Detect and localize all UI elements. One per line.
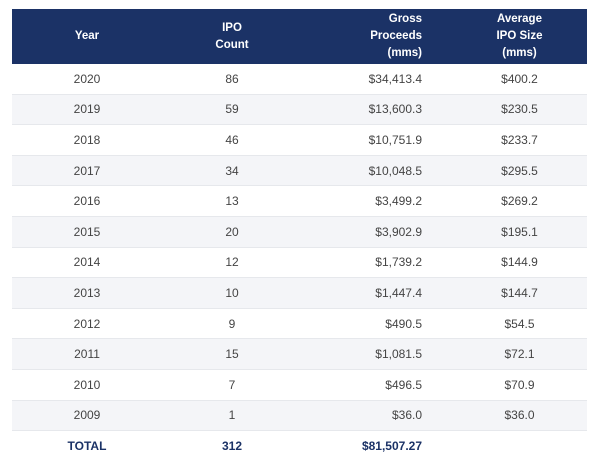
year-cell: 2010 bbox=[12, 369, 162, 401]
ipo-count-cell: 20 bbox=[162, 216, 302, 248]
average-ipo-size-cell: $72.1 bbox=[452, 338, 587, 370]
total-average-ipo-size-cell bbox=[452, 430, 587, 461]
ipo-count-cell: 34 bbox=[162, 155, 302, 187]
table-row: 2014 12 $1,739.2 $144.9 bbox=[12, 247, 587, 279]
year-cell: 2014 bbox=[12, 247, 162, 279]
table-body: 2020 86 $34,413.4 $400.2 2019 59 $13,600.3 $230… bbox=[12, 64, 587, 432]
ipo-table-container: Year IPO Count Gross Proceeds (mms) Average IPO… bbox=[12, 9, 587, 454]
gross-proceeds-cell: $1,447.4 bbox=[302, 277, 452, 309]
average-ipo-size-cell: $70.9 bbox=[452, 369, 587, 401]
table-row: 2015 20 $3,902.9 $195.1 bbox=[12, 216, 587, 248]
table-row: 2020 86 $34,413.4 $400.2 bbox=[12, 64, 587, 95]
total-year-cell: TOTAL bbox=[12, 430, 162, 461]
year-cell: 2020 bbox=[12, 64, 162, 95]
table-row: 2019 59 $13,600.3 $230.5 bbox=[12, 94, 587, 126]
column-header-gross-proceeds-line: Gross bbox=[388, 13, 422, 25]
column-header-gross-proceeds-line: Proceeds bbox=[370, 30, 422, 42]
average-ipo-size-cell: $230.5 bbox=[452, 94, 587, 126]
column-header-average-ipo-size: Average IPO Size (mms) bbox=[452, 9, 587, 64]
column-header-ipo-count: IPO Count bbox=[162, 9, 302, 64]
table-row: 2017 34 $10,048.5 $295.5 bbox=[12, 155, 587, 187]
column-header-year: Year bbox=[12, 9, 162, 64]
ipo-count-cell: 13 bbox=[162, 185, 302, 217]
average-ipo-size-cell: $144.9 bbox=[452, 247, 587, 279]
ipo-count-cell: 7 bbox=[162, 369, 302, 401]
gross-proceeds-cell: $496.5 bbox=[302, 369, 452, 401]
ipo-count-cell: 12 bbox=[162, 247, 302, 279]
table-row: 2016 13 $3,499.2 $269.2 bbox=[12, 185, 587, 217]
column-header-average-ipo-size-line: (mms) bbox=[502, 47, 537, 59]
ipo-table: Year IPO Count Gross Proceeds (mms) Average IPO… bbox=[12, 9, 587, 461]
average-ipo-size-cell: $233.7 bbox=[452, 124, 587, 156]
column-header-average-ipo-size-line: Average bbox=[497, 13, 542, 25]
average-ipo-size-cell: $269.2 bbox=[452, 185, 587, 217]
gross-proceeds-cell: $36.0 bbox=[302, 400, 452, 432]
ipo-count-cell: 9 bbox=[162, 308, 302, 340]
total-gross-proceeds-cell: $81,507.27 bbox=[302, 430, 452, 461]
ipo-count-cell: 1 bbox=[162, 400, 302, 432]
year-cell: 2012 bbox=[12, 308, 162, 340]
ipo-count-cell: 46 bbox=[162, 124, 302, 156]
gross-proceeds-cell: $13,600.3 bbox=[302, 94, 452, 126]
average-ipo-size-cell: $54.5 bbox=[452, 308, 587, 340]
table-footer: TOTAL 312 $81,507.27 bbox=[12, 430, 587, 461]
ipo-count-cell: 59 bbox=[162, 94, 302, 126]
table-row: 2013 10 $1,447.4 $144.7 bbox=[12, 277, 587, 309]
gross-proceeds-cell: $34,413.4 bbox=[302, 64, 452, 95]
year-cell: 2015 bbox=[12, 216, 162, 248]
column-header-year-line: Year bbox=[74, 30, 100, 42]
gross-proceeds-cell: $1,081.5 bbox=[302, 338, 452, 370]
year-cell: 2018 bbox=[12, 124, 162, 156]
column-header-gross-proceeds: Gross Proceeds (mms) bbox=[302, 9, 452, 64]
year-cell: 2016 bbox=[12, 185, 162, 217]
table-header: Year IPO Count Gross Proceeds (mms) Average IPO… bbox=[12, 9, 587, 64]
table-row: 2011 15 $1,081.5 $72.1 bbox=[12, 338, 587, 370]
total-row: TOTAL 312 $81,507.27 bbox=[12, 430, 587, 461]
gross-proceeds-cell: $3,499.2 bbox=[302, 185, 452, 217]
gross-proceeds-cell: $10,751.9 bbox=[302, 124, 452, 156]
year-cell: 2017 bbox=[12, 155, 162, 187]
average-ipo-size-cell: $295.5 bbox=[452, 155, 587, 187]
gross-proceeds-cell: $1,739.2 bbox=[302, 247, 452, 279]
ipo-count-cell: 86 bbox=[162, 64, 302, 95]
average-ipo-size-cell: $195.1 bbox=[452, 216, 587, 248]
year-cell: 2009 bbox=[12, 400, 162, 432]
table-row: 2009 1 $36.0 $36.0 bbox=[12, 400, 587, 432]
column-header-average-ipo-size-line: IPO Size bbox=[496, 30, 543, 42]
total-ipo-count-cell: 312 bbox=[162, 430, 302, 461]
column-header-gross-proceeds-line: (mms) bbox=[387, 47, 422, 59]
gross-proceeds-cell: $490.5 bbox=[302, 308, 452, 340]
ipo-count-cell: 15 bbox=[162, 338, 302, 370]
column-header-ipo-count-line: IPO bbox=[222, 21, 242, 34]
gross-proceeds-cell: $10,048.5 bbox=[302, 155, 452, 187]
table-row: 2018 46 $10,751.9 $233.7 bbox=[12, 124, 587, 156]
year-cell: 2011 bbox=[12, 338, 162, 370]
average-ipo-size-cell: $400.2 bbox=[452, 64, 587, 95]
header-row: Year IPO Count Gross Proceeds (mms) Average IPO… bbox=[12, 9, 587, 64]
ipo-count-cell: 10 bbox=[162, 277, 302, 309]
table-row: 2012 9 $490.5 $54.5 bbox=[12, 308, 587, 340]
table-row: 2010 7 $496.5 $70.9 bbox=[12, 369, 587, 401]
column-header-ipo-count-line: Count bbox=[215, 38, 249, 51]
average-ipo-size-cell: $144.7 bbox=[452, 277, 587, 309]
year-cell: 2013 bbox=[12, 277, 162, 309]
gross-proceeds-cell: $3,902.9 bbox=[302, 216, 452, 248]
average-ipo-size-cell: $36.0 bbox=[452, 400, 587, 432]
year-cell: 2019 bbox=[12, 94, 162, 126]
